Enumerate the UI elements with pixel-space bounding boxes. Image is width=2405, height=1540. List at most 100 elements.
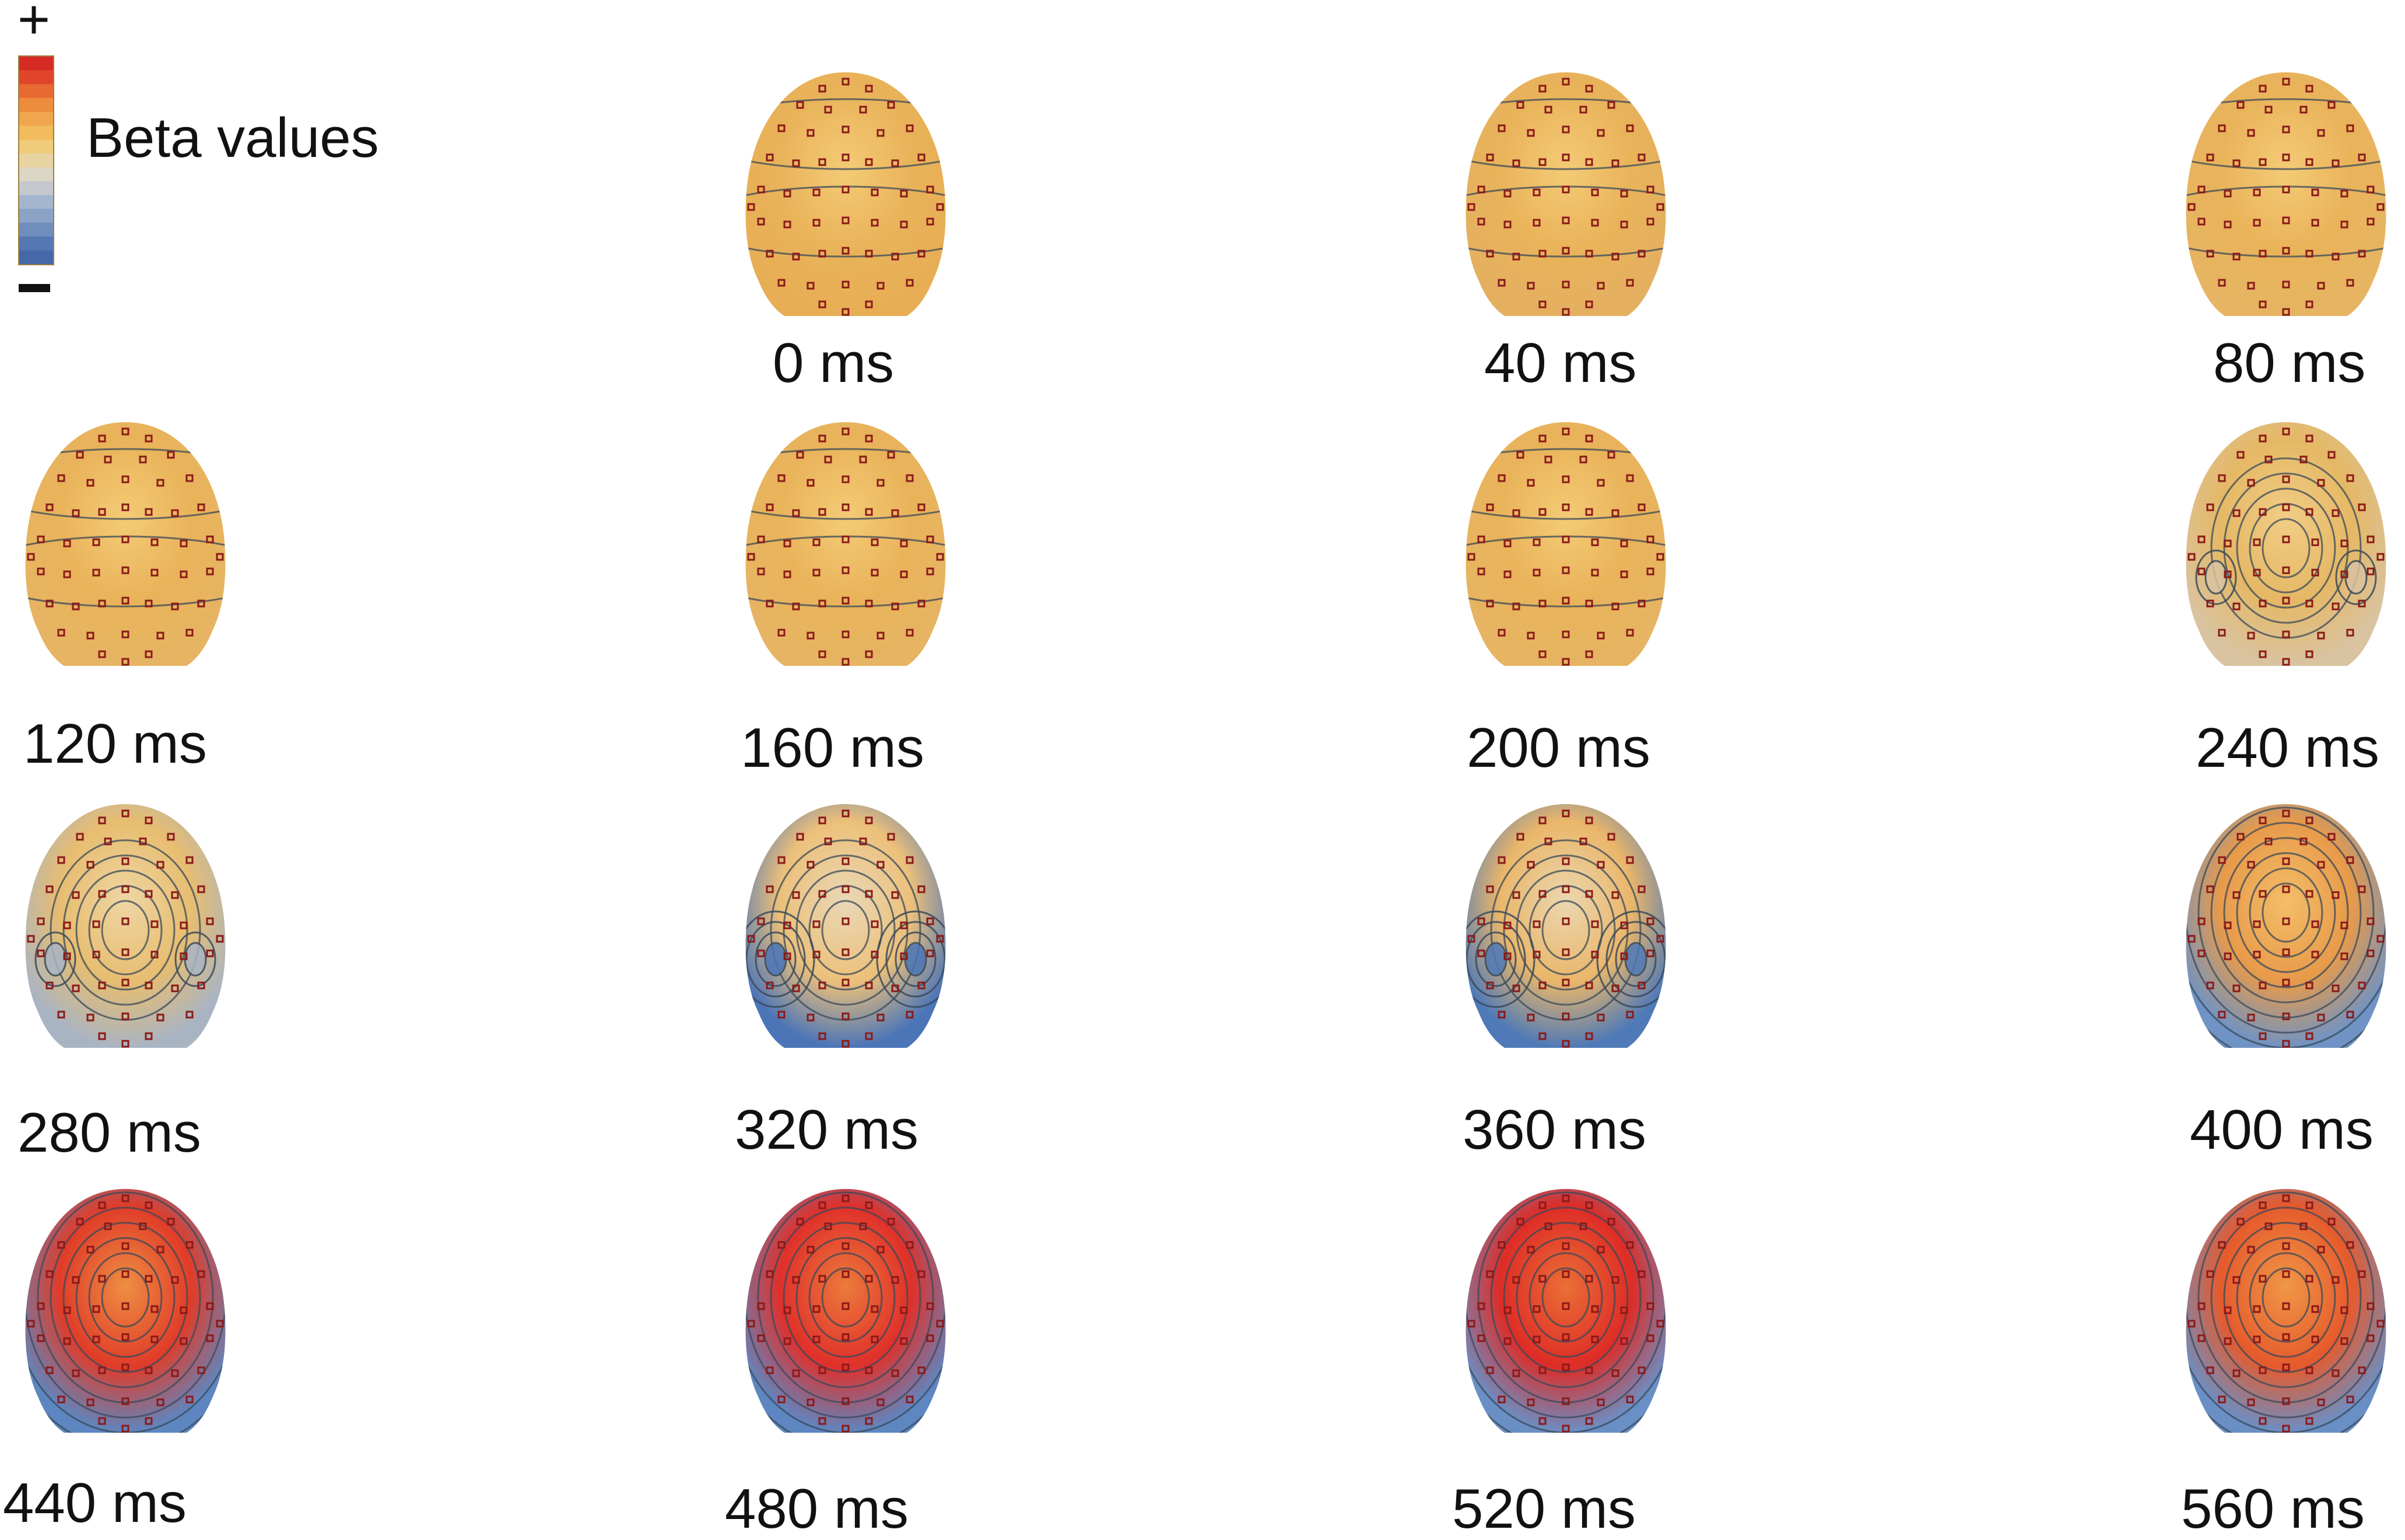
electrode-marker [807, 1013, 815, 1022]
electrode-marker [57, 1011, 65, 1019]
electrode-marker [167, 833, 175, 841]
electrode-marker [812, 1335, 821, 1343]
electrode-marker [2317, 129, 2325, 137]
electrode-marker [2367, 218, 2375, 226]
electrode-marker [2346, 279, 2354, 287]
time-label-120ms: 120 ms [23, 713, 207, 775]
electrode-marker [1585, 650, 1593, 658]
electrode-marker [1512, 252, 1520, 261]
electrode-marker [121, 1333, 129, 1341]
electrode-marker [156, 479, 164, 487]
electrode-marker [2282, 809, 2290, 818]
electrode-marker [72, 602, 80, 611]
electrode-marker [1544, 455, 1552, 464]
scalp-map-520ms [1466, 1189, 1666, 1433]
contour-line [745, 448, 946, 520]
contour-line [1503, 1222, 1629, 1373]
electrode-marker [45, 1366, 54, 1374]
scalp-map-440ms [25, 1189, 226, 1433]
electrode-marker [777, 279, 786, 287]
electrode-marker [766, 599, 774, 608]
time-label-240ms: 240 ms [2196, 717, 2379, 779]
scalp-surface [745, 1189, 946, 1433]
contour-line [50, 1206, 201, 1388]
electrode-marker [76, 1218, 84, 1226]
electrode-marker [1562, 1242, 1570, 1250]
electrode-marker [2376, 1320, 2385, 1328]
electrode-marker [63, 539, 71, 548]
contour-line [1477, 1191, 1654, 1404]
electrode-marker [2305, 250, 2313, 258]
electrode-marker [121, 503, 129, 511]
electrode-marker [887, 101, 895, 109]
electrode-marker [891, 1276, 899, 1284]
electrode-marker [792, 252, 800, 261]
electrode-marker [1620, 539, 1628, 548]
scalp-map-280ms [25, 804, 226, 1048]
electrode-marker [2332, 252, 2340, 261]
electrode-marker [1527, 282, 1535, 290]
contour-line [2236, 487, 2336, 609]
electrode-marker [871, 1305, 879, 1313]
electrode-marker [121, 566, 129, 574]
electrode-marker [842, 1012, 850, 1020]
electrode-marker [1512, 509, 1520, 517]
electrode-marker [171, 1369, 179, 1377]
electrode-marker [2332, 602, 2340, 611]
electrode-marker [783, 1306, 791, 1314]
electrode-marker [818, 1201, 826, 1209]
electrode-marker [1597, 479, 1605, 487]
electrode-marker [871, 920, 879, 928]
electrode-marker [777, 629, 786, 637]
electrode-marker [818, 300, 826, 308]
electrode-marker [1503, 539, 1512, 548]
electrode-marker [824, 1222, 832, 1230]
electrode-marker [98, 599, 106, 608]
electrode-marker [2206, 1366, 2214, 1374]
contour-line [1466, 921, 1526, 998]
electrode-marker [859, 106, 867, 114]
electrode-marker [796, 1218, 804, 1226]
electrode-marker [807, 632, 815, 640]
electrode-marker [842, 597, 850, 605]
contour-line [1596, 910, 1666, 1008]
electrode-marker [150, 950, 159, 959]
electrode-marker [1611, 252, 1619, 261]
electrode-marker [98, 1275, 106, 1283]
scalp-surface [1466, 1189, 1666, 1433]
electrode-marker [1607, 1218, 1615, 1226]
electrode-marker [1516, 451, 1524, 459]
electrode-marker [1486, 250, 1494, 258]
electrode-marker [2259, 1275, 2267, 1283]
electrode-marker [1512, 891, 1520, 899]
time-label-560ms: 560 ms [2181, 1478, 2365, 1540]
electrode-marker [2282, 1425, 2290, 1433]
electrode-marker [37, 1334, 45, 1342]
electrode-marker [2218, 1395, 2226, 1404]
electrode-marker [121, 658, 129, 666]
electrode-marker [1620, 1337, 1628, 1345]
electrode-marker [906, 1395, 914, 1404]
electrode-marker [2197, 1334, 2206, 1342]
electrode-marker [2197, 917, 2206, 925]
electrode-marker [777, 474, 786, 482]
electrode-marker [2259, 1032, 2267, 1040]
electrode-marker [185, 1011, 194, 1019]
contour-line [88, 1252, 163, 1343]
contour-line [764, 942, 787, 977]
electrode-marker [1597, 1398, 1605, 1406]
electrode-marker [2253, 569, 2261, 577]
contour-line [2210, 1206, 2362, 1388]
electrode-marker [2259, 981, 2267, 990]
electrode-marker [936, 203, 944, 211]
contour-line [1541, 1267, 1590, 1328]
electrode-marker [1620, 1306, 1628, 1314]
contour-line [808, 1252, 883, 1343]
time-label-200ms: 200 ms [1467, 717, 1650, 779]
electrode-marker [1597, 129, 1605, 137]
electrode-marker [871, 188, 879, 197]
electrode-marker [842, 247, 850, 255]
electrode-marker [156, 632, 164, 640]
time-label-520ms: 520 ms [1452, 1478, 1636, 1540]
electrode-marker [121, 978, 129, 987]
